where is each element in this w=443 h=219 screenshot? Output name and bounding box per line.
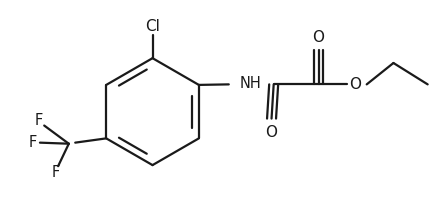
Text: F: F <box>35 113 43 128</box>
Text: F: F <box>52 165 60 180</box>
Text: NH: NH <box>240 76 261 91</box>
Text: O: O <box>265 125 278 140</box>
Text: Cl: Cl <box>145 19 160 34</box>
Text: O: O <box>349 77 361 92</box>
Text: F: F <box>28 135 37 150</box>
Text: O: O <box>313 30 325 45</box>
